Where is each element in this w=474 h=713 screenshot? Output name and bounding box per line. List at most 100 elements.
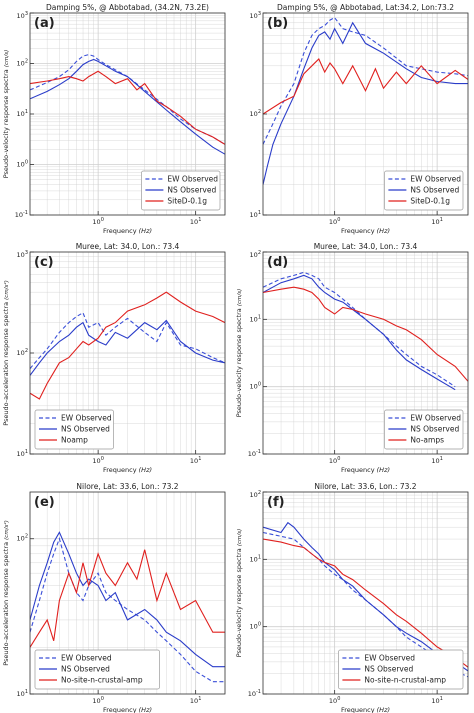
x-axis-label: Frequency (Hz): [103, 706, 152, 713]
panel-label: (c): [34, 255, 54, 270]
y-tick-label: 102: [17, 534, 28, 543]
y-tick-label: 101: [250, 210, 261, 219]
panel-label: (e): [34, 495, 55, 510]
legend-entry: EW Observed: [410, 175, 461, 184]
y-tick-label: 103: [17, 11, 28, 20]
panel-a: 100 101 10-1 100 101 102 103 Damping 5%, @ Abbo…: [2, 3, 226, 235]
chart-title: Muree, Lat: 34.0, Lon.: 73.4: [314, 242, 418, 251]
y-tick-label: 101: [17, 689, 28, 698]
chart-title: Nilore, Lat: 33.6, Lon.: 73.2: [314, 482, 416, 491]
legend: EW Observed NS Observed SiteD-0.1g: [141, 170, 221, 211]
x-tick-label: 101: [431, 456, 442, 465]
legend: EW Observed NS Observed No-site-n-crustal-…: [338, 649, 464, 690]
legend-entry: No-site-n-crustal-amp: [364, 676, 446, 685]
series-line-ew: [263, 531, 468, 678]
axes-frame: [262, 491, 469, 695]
axes-frame: [29, 491, 226, 695]
legend-entry: NS Observed: [61, 665, 110, 674]
panel-label: (a): [34, 16, 55, 31]
series-line-ns: [30, 531, 225, 668]
series-line-model: [263, 286, 468, 382]
panel-label: (f): [267, 495, 285, 510]
x-tick-label: 101: [431, 696, 442, 705]
series-line-ew: [30, 312, 225, 369]
y-tick-label: 10-1: [248, 689, 261, 698]
y-tick-label: 10-1: [248, 449, 261, 458]
y-tick-label: 102: [250, 250, 261, 259]
legend-entry: NS Observed: [410, 425, 459, 434]
chart-title: Damping 5%, @ Abbotabad, (34.2N, 73.2E): [46, 3, 209, 12]
y-tick-label: 102: [250, 490, 261, 499]
y-axis-label: Pseudo-acceleration response spectra (cm…: [2, 520, 10, 666]
legend-box: [34, 409, 114, 450]
x-tick-label: 100: [329, 217, 340, 226]
x-axis-label: Frequency (Hz): [103, 227, 152, 235]
panel-f: 100 101 10-1 100 101 102 Nilore, Lat: 33.6, Lo…: [235, 482, 469, 713]
y-tick-label: 101: [250, 554, 261, 563]
x-tick-label: 100: [92, 696, 103, 705]
x-axis-label: Frequency (Hz): [341, 466, 390, 474]
axes-frame: [262, 251, 469, 455]
x-tick-label: 100: [92, 456, 103, 465]
legend-box: [34, 649, 160, 690]
legend-entry: EW Observed: [167, 175, 218, 184]
legend-entry: EW Observed: [410, 414, 461, 423]
panel-label: (b): [267, 16, 288, 31]
y-tick-label: 102: [250, 109, 261, 118]
x-tick-label: 101: [190, 456, 201, 465]
legend-entry: No-amps: [410, 436, 444, 445]
y-tick-label: 100: [17, 160, 28, 169]
panel-label: (d): [267, 255, 288, 270]
y-tick-label: 102: [17, 348, 28, 357]
legend-entry: SiteD-0.1g: [410, 197, 450, 206]
legend-entry: No-site-n-crustal-amp: [61, 676, 143, 685]
series-line-model: [30, 291, 225, 400]
panel-c: 100 101 101 102 103 Muree, Lat: 34.0, Lon.: 7…: [2, 242, 226, 474]
x-tick-label: 100: [92, 217, 103, 226]
series-line-model: [30, 549, 225, 648]
y-tick-label: 102: [17, 59, 28, 68]
y-axis-label: Pseudo-velocity response spectra (cm/s): [235, 529, 243, 658]
y-tick-label: 103: [17, 250, 28, 259]
chart-title: Muree, Lat: 34.0, Lon.: 73.4: [76, 242, 180, 251]
legend-entry: NS Observed: [61, 425, 110, 434]
legend: EW Observed NS Observed Noamp: [34, 409, 114, 450]
y-tick-label: 100: [250, 382, 261, 391]
x-tick-label: 101: [431, 217, 442, 226]
x-axis-label: Frequency (Hz): [341, 706, 390, 713]
panel-b: 100 101 101 102 103 Damping 5%, @ Abbotabad, …: [250, 3, 469, 235]
series-line-ew: [263, 16, 468, 145]
legend: EW Observed NS Observed No-site-n-crustal-…: [34, 649, 160, 690]
x-tick-label: 101: [190, 217, 201, 226]
chart-title: Nilore, Lat: 33.6, Lon.: 73.2: [76, 482, 178, 491]
x-axis-label: Frequency (Hz): [341, 227, 390, 235]
legend-entry: EW Observed: [364, 654, 415, 663]
legend-entry: Noamp: [61, 436, 88, 445]
y-tick-label: 101: [17, 109, 28, 118]
legend: EW Observed NS Observed No-amps: [384, 409, 464, 450]
series-line-ns: [263, 274, 456, 391]
legend-entry: NS Observed: [410, 186, 459, 195]
y-tick-label: 103: [250, 11, 261, 20]
x-tick-label: 100: [329, 456, 340, 465]
chart-title: Damping 5%, @ Abbotabad, Lat:34.2, Lon:7…: [277, 3, 454, 12]
legend-box: [141, 170, 221, 211]
series-line-ns: [30, 319, 225, 376]
y-axis-label: Pseudo-velocity response spectra (cm/s): [2, 50, 10, 179]
y-axis-label: Pseudo-acceleration response spectra (cm…: [2, 280, 10, 426]
y-tick-label: 101: [17, 449, 28, 458]
y-axis-label: Pseudo-velocity response spectra (cm/s): [235, 289, 243, 418]
legend: EW Observed NS Observed SiteD-0.1g: [384, 170, 464, 211]
series-line-ns: [30, 58, 225, 155]
panel-d: 100 101 10-1 100 101 102 Muree, Lat: 34.0, Lon…: [235, 242, 469, 474]
x-tick-label: 100: [329, 696, 340, 705]
y-tick-label: 10-1: [15, 210, 28, 219]
grid: [262, 12, 469, 216]
legend-box: [384, 409, 464, 450]
x-tick-label: 101: [190, 696, 201, 705]
series-line-ns: [263, 521, 468, 672]
legend-entry: NS Observed: [364, 665, 413, 674]
legend-entry: NS Observed: [167, 186, 216, 195]
series-line-model: [30, 70, 225, 145]
